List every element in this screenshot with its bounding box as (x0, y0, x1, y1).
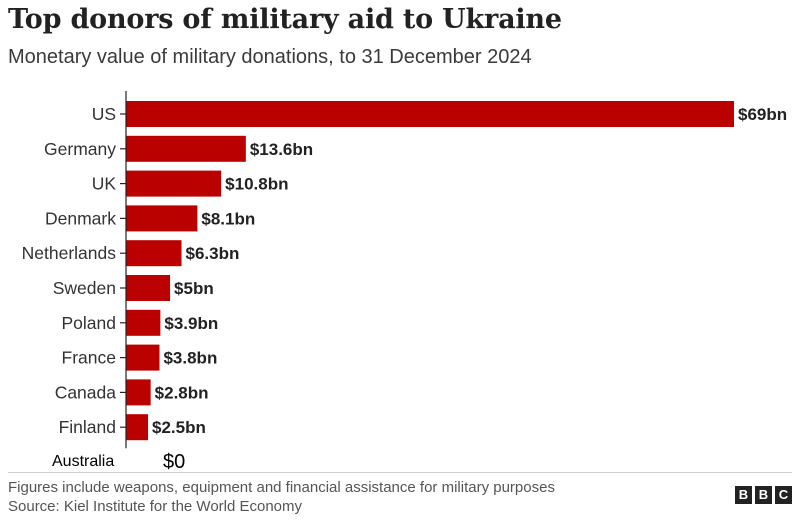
footer-divider (8, 472, 792, 473)
bar (126, 101, 734, 127)
value-label: $5bn (174, 279, 214, 298)
bbc-logo-letter: C (775, 486, 792, 504)
value-label: $6.3bn (186, 244, 240, 263)
value-label: $69bn (738, 105, 787, 124)
value-label: $2.8bn (155, 383, 209, 402)
bar (126, 205, 198, 232)
bbc-logo-letter: B (755, 486, 772, 504)
category-label: Canada (55, 382, 117, 402)
category-label: UK (92, 174, 117, 194)
chart-title: Top donors of military aid to Ukraine (8, 4, 562, 35)
bbc-logo-letter: B (735, 486, 752, 504)
category-label: Sweden (53, 278, 116, 298)
value-label: $13.6bn (250, 140, 313, 159)
bar (126, 170, 222, 197)
category-label: Denmark (45, 208, 116, 228)
bar (126, 379, 151, 406)
value-label: $10.8bn (225, 175, 288, 194)
category-label: Germany (44, 139, 116, 159)
chart-subtitle: Monetary value of military donations, to… (8, 46, 532, 68)
bar (126, 135, 246, 162)
value-label: $8.1bn (201, 209, 255, 228)
value-label: $3.8bn (163, 349, 217, 368)
bar (126, 344, 160, 371)
value-label: $3.9bn (164, 314, 218, 333)
bar (126, 240, 182, 267)
category-label: Netherlands (22, 243, 117, 263)
category-label: Poland (62, 313, 117, 333)
extra-value-label: $0 (163, 451, 185, 470)
category-label: Finland (59, 417, 116, 437)
value-label: $2.5bn (152, 418, 206, 437)
bar (126, 309, 161, 336)
footnote: Figures include weapons, equipment and f… (8, 479, 555, 496)
category-label: US (92, 104, 116, 124)
extra-category-label: Australia (52, 453, 114, 470)
bar-chart: US $69bn Germany $13.6bn UK $10.8bn Denmark $8.… (22, 91, 787, 470)
source-note: Source: Kiel Institute for the World Eco… (8, 498, 303, 515)
bbc-logo: B B C (735, 486, 792, 504)
category-label: France (62, 348, 116, 368)
bar (126, 414, 149, 441)
bar (126, 275, 171, 301)
